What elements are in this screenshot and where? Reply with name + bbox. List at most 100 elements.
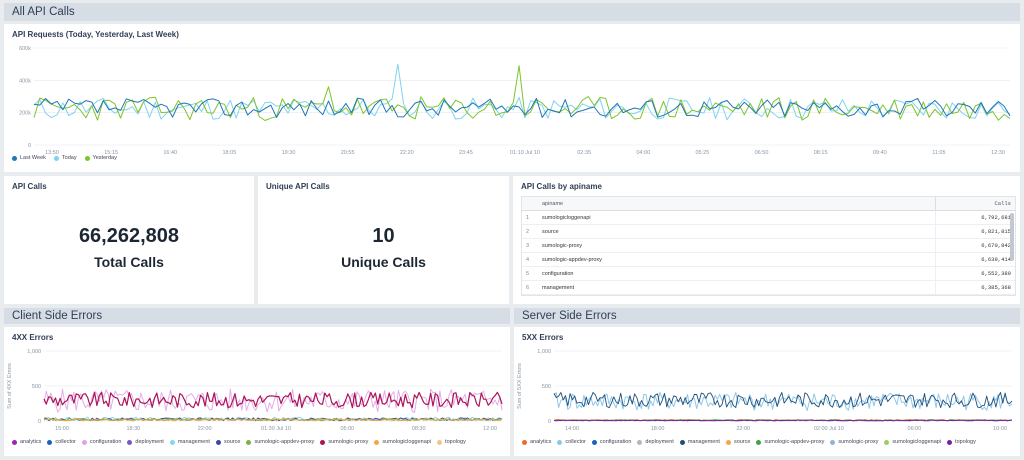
- legend-item-last-week[interactable]: Last Week: [12, 155, 46, 161]
- x-tick-label: 14:00: [565, 426, 579, 432]
- x-tick-label: 12:30: [991, 150, 1005, 156]
- legend-item-sumologic-appdev-proxy[interactable]: sumologic-appdev-proxy: [756, 439, 824, 445]
- y-tick-label: 200k: [19, 111, 31, 117]
- legend-item-sumologicloggenapi[interactable]: sumologicloggenapi: [374, 439, 431, 445]
- series-line-yesterday: [33, 65, 1011, 121]
- calls-cell: 6,639,414: [934, 252, 1015, 267]
- y-tick-label: 1,000: [537, 349, 551, 355]
- y-axis-label: Sum of 5XX Errors: [517, 363, 523, 409]
- legend-item-topology[interactable]: topology: [437, 439, 466, 445]
- legend-label: sumologicloggenapi: [892, 439, 942, 445]
- legend-swatch: [169, 439, 175, 445]
- legend-item-sumologicloggenapi[interactable]: sumologicloggenapi: [884, 439, 941, 445]
- legend-item-deployment[interactable]: deployment: [637, 439, 674, 445]
- unique-calls-value: 10: [372, 225, 395, 247]
- apiname-cell: source: [538, 224, 935, 239]
- table-header-row: apiname Calls: [522, 197, 1015, 211]
- x-tick-label: 06:50: [755, 150, 769, 156]
- series-line-management: [553, 391, 1013, 409]
- table-row[interactable]: 4 sumologic-appdev-proxy 6,639,414: [522, 252, 1015, 267]
- unique-calls-panel: Unique API Calls 10 Unique Calls: [258, 176, 509, 304]
- y-tick-label: 600k: [19, 46, 31, 52]
- api-calls-panel: API Calls 66,262,808 Total Calls: [4, 176, 254, 304]
- legend-swatch: [637, 439, 643, 445]
- apiname-cell: management: [538, 280, 935, 295]
- y-axis-label: Sum of 4XX Errors: [7, 363, 13, 409]
- errors-5xx-chart: 1,000 500 0 14:00 18:00 22:00 02:00 Jul 10 06:0…: [517, 349, 1013, 432]
- x-tick-label: 23:45: [459, 150, 473, 156]
- legend-item-sumologic-proxy[interactable]: sumologic-proxy: [320, 439, 368, 445]
- legend-label: sumologic-proxy: [838, 439, 879, 445]
- legend-item-configuration[interactable]: configuration: [591, 439, 631, 445]
- legend-label: deployment: [645, 439, 674, 445]
- legend-swatch: [47, 439, 53, 445]
- legend-label: analytics: [530, 439, 552, 445]
- row-number-header: [522, 197, 538, 211]
- legend-label: management: [177, 439, 210, 445]
- errors-5xx-legend: analytics collector configuration deploymen…: [522, 439, 976, 445]
- row-number: 1: [522, 210, 538, 225]
- legend-swatch: [947, 439, 953, 445]
- total-calls-caption: Total Calls: [94, 254, 164, 270]
- table-row[interactable]: 1 sumologicloggenapi 6,792,681: [522, 210, 1015, 225]
- x-tick-label: 18:30: [126, 426, 140, 432]
- client-side-errors-title: Client Side Errors: [12, 310, 103, 322]
- legend-item-sumologic-appdev-proxy[interactable]: sumologic-appdev-proxy: [246, 439, 314, 445]
- total-calls-value: 66,262,808: [78, 225, 180, 247]
- calls-column-header[interactable]: Calls: [934, 197, 1015, 211]
- legend-label: collector: [565, 439, 586, 445]
- legend-item-management[interactable]: management: [679, 439, 720, 445]
- legend-swatch: [12, 155, 17, 161]
- series-line-sumologicloggenapi: [43, 418, 503, 422]
- legend-item-sumologic-proxy[interactable]: sumologic-proxy: [830, 439, 878, 445]
- legend-swatch: [679, 439, 685, 445]
- legend-item-analytics[interactable]: analytics: [12, 439, 41, 445]
- legend-item-topology[interactable]: topology: [947, 439, 976, 445]
- legend-item-collector[interactable]: collector: [47, 439, 76, 445]
- apiname-table-container[interactable]: apiname Calls 1 sumologicloggenapi 6,792,6…: [521, 196, 1016, 296]
- series-line-last-week: [33, 97, 1011, 118]
- calls-cell: 6,670,842: [934, 238, 1015, 253]
- x-tick-label: 02:35: [577, 150, 591, 156]
- apiname-cell: sumologic-proxy: [538, 238, 935, 253]
- legend-item-analytics[interactable]: analytics: [522, 439, 551, 445]
- legend-label: Yesterday: [92, 155, 117, 161]
- table-row[interactable]: 5 configuration 6,552,380: [522, 266, 1015, 281]
- legend-item-deployment[interactable]: deployment: [127, 439, 164, 445]
- errors-4xx-legend: analytics collector configuration deploymen…: [12, 439, 466, 445]
- table-row[interactable]: 2 source 6,821,815: [522, 224, 1015, 239]
- legend-swatch: [591, 439, 597, 445]
- x-tick-label: 22:20: [400, 150, 414, 156]
- table-scrollbar[interactable]: [1010, 213, 1014, 261]
- legend-item-source[interactable]: source: [725, 439, 750, 445]
- series-line-configuration: [43, 388, 503, 413]
- series-line-today: [33, 63, 1011, 121]
- y-tick-label: 500: [32, 384, 41, 390]
- row-number: 5: [522, 266, 538, 281]
- legend-item-configuration[interactable]: configuration: [81, 439, 122, 445]
- legend-item-management[interactable]: management: [169, 439, 210, 445]
- apiname-cell: sumologic-appdev-proxy: [538, 252, 935, 267]
- legend-label: configuration: [89, 439, 122, 445]
- series-line-sumologic-proxy: [43, 391, 503, 409]
- series-line-management: [43, 416, 503, 422]
- table-row[interactable]: 6 management 6,385,368: [522, 280, 1015, 295]
- unique-calls-title: Unique API Calls: [266, 182, 330, 191]
- legend-label: management: [687, 439, 720, 445]
- series-line-topology: [553, 419, 1013, 422]
- legend-swatch: [522, 439, 527, 445]
- row-number: 4: [522, 252, 538, 267]
- legend-swatch: [557, 439, 563, 445]
- legend-item-yesterday[interactable]: Yesterday: [84, 155, 117, 161]
- table-row[interactable]: 3 sumologic-proxy 6,670,842: [522, 238, 1015, 253]
- dashboard-title: All API Calls: [12, 6, 75, 18]
- errors-4xx-chart: 1,000 500 0 15:00 18:30 22:00 01:30 Jul 10 05:0…: [7, 349, 503, 432]
- apiname-column-header[interactable]: apiname: [538, 197, 935, 211]
- api-requests-legend: Last Week Today Yesterday: [12, 155, 117, 161]
- legend-item-source[interactable]: source: [215, 439, 240, 445]
- x-tick-label: 15:15: [104, 150, 118, 156]
- legend-label: Today: [61, 155, 77, 161]
- x-tick-label: 05:25: [695, 150, 709, 156]
- legend-item-today[interactable]: Today: [53, 155, 77, 161]
- legend-item-collector[interactable]: collector: [557, 439, 586, 445]
